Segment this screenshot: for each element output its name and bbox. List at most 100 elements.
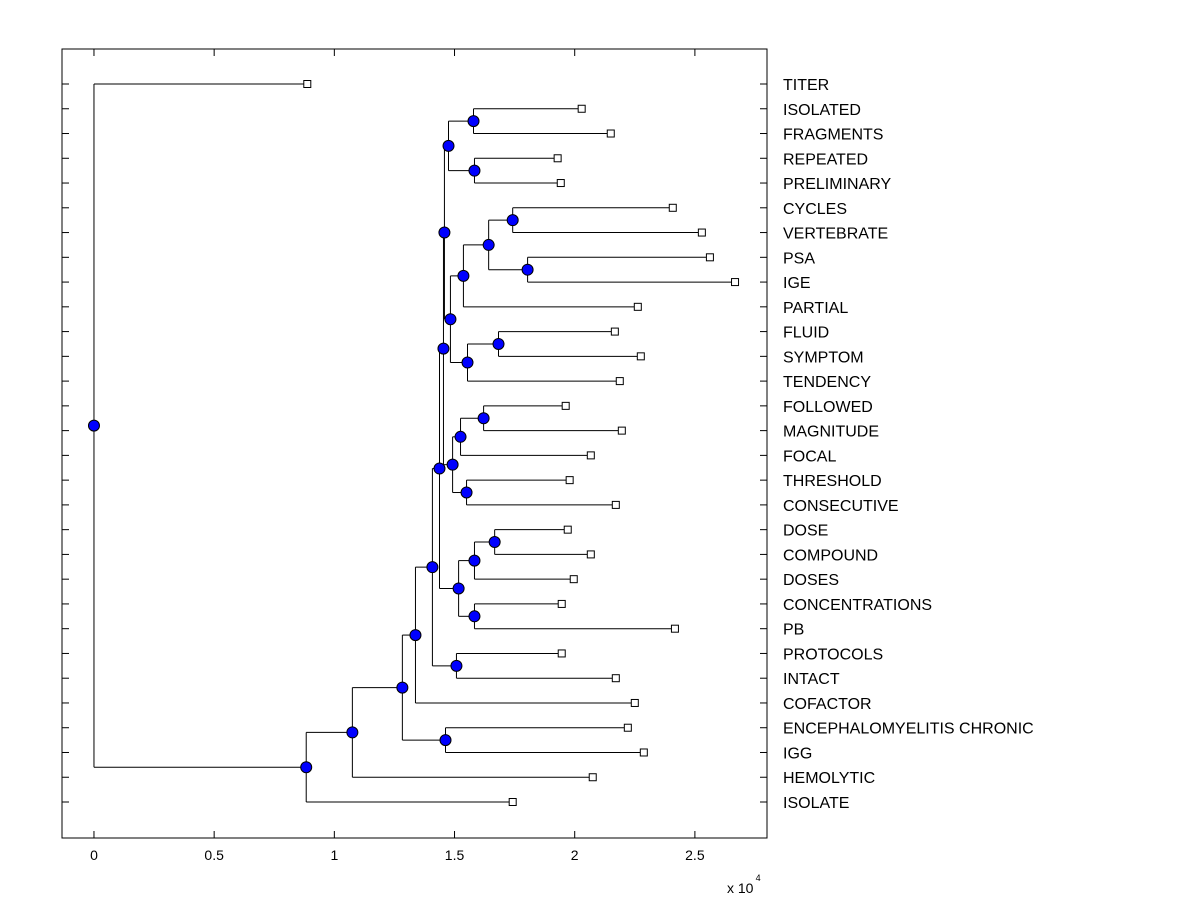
cluster-node xyxy=(452,582,465,595)
leaf-marker xyxy=(639,748,648,757)
leaf-label: ENCEPHALOMYELITIS CHRONIC xyxy=(783,721,1034,738)
leaf-label: COMPOUND xyxy=(783,547,878,564)
y-axis-ticks xyxy=(62,83,767,803)
cluster-node xyxy=(468,164,481,177)
cluster-node xyxy=(488,536,501,549)
leaf-marker xyxy=(731,278,740,287)
leaf-label: COFACTOR xyxy=(783,696,872,713)
leaf-marker xyxy=(633,302,642,311)
leaf-label: PARTIAL xyxy=(783,300,848,317)
leaf-label: DOSE xyxy=(783,523,828,540)
cluster-node xyxy=(482,238,495,251)
leaf-label: TENDENCY xyxy=(783,374,871,391)
leaf-label: ISOLATE xyxy=(783,795,849,812)
leaf-marker xyxy=(606,129,615,138)
leaf-marker xyxy=(668,203,677,212)
cluster-node xyxy=(468,610,481,623)
leaf-marker xyxy=(636,352,645,361)
leaf-label: IGE xyxy=(783,275,811,292)
leaf-label: FRAGMENTS xyxy=(783,127,883,144)
leaf-label: REPEATED xyxy=(783,151,868,168)
leaf-label: PROTOCOLS xyxy=(783,646,883,663)
leaf-marker xyxy=(303,80,312,88)
leaf-marker xyxy=(565,476,574,485)
leaf-marker xyxy=(557,649,566,658)
cluster-node xyxy=(454,430,467,443)
leaf-label: INTACT xyxy=(783,671,840,688)
cluster-node xyxy=(444,313,457,326)
cluster-node xyxy=(396,681,409,694)
leaf-label: PRELIMINARY xyxy=(783,176,892,193)
x-tick-label: 0.5 xyxy=(204,847,224,863)
cluster-node xyxy=(457,269,470,282)
x-multiplier-exponent: 4 xyxy=(756,873,761,883)
leaf-label: PB xyxy=(783,622,804,639)
leaf-label: IGG xyxy=(783,745,812,762)
leaf-label: DOSES xyxy=(783,572,839,589)
leaf-label: CONCENTRATIONS xyxy=(783,597,932,614)
cluster-node xyxy=(468,554,481,567)
leaf-marker xyxy=(588,773,597,782)
x-tick-label: 2.5 xyxy=(685,847,705,863)
leaf-marker xyxy=(630,698,639,707)
leaf-marker xyxy=(670,624,679,633)
leaf-marker xyxy=(557,599,566,608)
cluster-node xyxy=(460,486,473,499)
dendrogram-nodes xyxy=(87,80,740,806)
leaf-marker xyxy=(556,179,565,188)
leaf-marker xyxy=(617,426,626,435)
cluster-node xyxy=(439,734,452,747)
leaf-marker xyxy=(611,674,620,683)
cluster-node xyxy=(467,115,480,128)
leaf-marker xyxy=(553,154,562,163)
cluster-node xyxy=(446,458,459,471)
cluster-node xyxy=(346,726,359,739)
leaf-marker xyxy=(508,798,517,806)
plot-area xyxy=(61,48,768,839)
leaf-marker xyxy=(705,253,714,262)
cluster-node xyxy=(477,412,490,425)
leaf-marker xyxy=(611,500,620,509)
leaf-label: THRESHOLD xyxy=(783,473,882,490)
x-multiplier-label: x 10 xyxy=(727,880,754,896)
leaf-label: TITER xyxy=(783,77,829,94)
cluster-node xyxy=(442,139,455,152)
cluster-node xyxy=(300,761,313,774)
leaf-marker xyxy=(563,525,572,534)
leaf-marker xyxy=(623,723,632,732)
leaf-label: SYMPTOM xyxy=(783,349,864,366)
cluster-node xyxy=(492,337,505,350)
leaf-marker xyxy=(615,377,624,386)
leaf-label: FLUID xyxy=(783,325,829,342)
leaf-label: FOCAL xyxy=(783,448,836,465)
leaf-label: PSA xyxy=(783,250,815,267)
cluster-node xyxy=(87,419,100,432)
cluster-node xyxy=(521,263,534,276)
leaf-label: CYCLES xyxy=(783,201,847,218)
leaf-marker xyxy=(577,104,586,113)
leaf-marker xyxy=(697,228,706,237)
leaf-labels: TITER ISOLATED FRAGMENTS REPEATED PRELIMINAR… xyxy=(783,77,1034,812)
x-tick-label: 2 xyxy=(571,847,579,863)
leaf-label: FOLLOWED xyxy=(783,399,873,416)
leaf-label: HEMOLYTIC xyxy=(783,770,875,787)
cluster-node xyxy=(450,659,463,672)
cluster-node xyxy=(409,629,422,642)
leaf-marker xyxy=(610,327,619,336)
leaf-label: ISOLATED xyxy=(783,102,861,119)
cluster-node xyxy=(433,462,446,475)
leaf-marker xyxy=(586,550,595,559)
x-tick-label: 1 xyxy=(330,847,338,863)
cluster-node xyxy=(438,226,451,239)
leaf-marker xyxy=(569,575,578,584)
leaf-label: MAGNITUDE xyxy=(783,424,879,441)
leaf-label: VERTEBRATE xyxy=(783,226,888,243)
cluster-node xyxy=(426,561,439,574)
leaf-marker xyxy=(561,401,570,410)
cluster-node xyxy=(506,214,519,227)
x-tick-label: 0 xyxy=(90,847,98,863)
cluster-node xyxy=(461,356,474,369)
leaf-marker xyxy=(586,451,595,460)
leaf-label: CONSECUTIVE xyxy=(783,498,899,515)
